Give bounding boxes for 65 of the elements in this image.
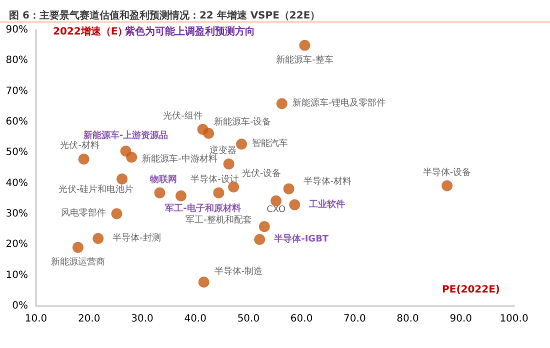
point [213,187,224,198]
data-label: 物联网 [149,174,178,185]
y-tick-label: 70% [6,86,28,97]
point [236,138,248,150]
point [92,233,104,244]
y-tick-label: 40% [6,178,28,189]
data-label: CXO [266,204,286,215]
x-tick-label: 80.0 [396,314,419,324]
y-tick-label: 20% [6,239,28,250]
data-label: 光伏-组件 [163,110,202,122]
data-label: 光伏-硅片和电池片 [58,184,134,196]
y-tick-label: 10% [6,270,28,281]
x-tick-label: 90.0 [450,314,472,324]
data-label: 军工-电子和原材料 [165,202,241,214]
x-tick-label: 70.0 [344,314,366,324]
x-tick-label: 20.0 [78,314,100,324]
data-label: 新能源车-中游材料 [142,153,218,164]
point [154,187,166,198]
data-label: 新能源车-设备 [214,116,272,128]
y-tick-label: 90% [6,24,28,36]
x-axis-title: PE(2022E) [442,284,500,296]
x-tick-label: 100.0 [500,314,528,324]
data-label: 半导体-封测 [112,232,161,244]
x-tick-label: 30.0 [131,314,154,324]
x-tick-label: 50.0 [237,314,260,324]
point [120,146,132,157]
point [223,158,234,170]
y-tick-label: 60% [6,116,28,128]
point [72,242,84,253]
point [289,199,300,210]
data-label: 工业软件 [308,198,346,210]
y-tick-label: 80% [6,55,28,66]
data-label: 新能源车-锂电及零部件 [292,98,386,109]
data-label: 军工-整机和配套 [186,214,252,226]
data-label: 半导体-设备 [422,166,472,178]
point [442,180,453,192]
point [203,128,214,139]
data-label: 智能汽车 [252,138,288,150]
point [258,221,270,232]
y-tick-label: 50% [6,147,28,158]
data-label: 新能源运营商 [50,256,105,268]
data-label: 半导体-制造 [214,266,263,278]
data-label: 新能源车-整车 [276,54,334,66]
data-label: 光伏-设备 [242,168,282,180]
data-label: 光伏-材料 [60,140,100,152]
x-tick-label: 60.0 [290,314,313,324]
data-label: 风电零部件 [61,208,106,219]
point [283,183,294,194]
point [198,276,210,288]
data-label: 新能源车-上游资源品 [82,130,168,142]
point [176,190,186,202]
x-tick-label: 40.0 [184,314,206,324]
data-label: 半导体-IGBT [273,233,330,244]
x-tick-label: 10.0 [24,314,48,324]
y-tick-label: 0% [12,300,28,312]
point [111,208,122,220]
point [116,174,128,185]
data-label: 半导体-材料 [303,176,352,187]
point [254,234,266,245]
point [78,154,90,165]
data-label: 半导体-设计 [190,174,239,185]
y-tick-label: 30% [6,208,28,220]
chart-title: 图 6：主要景气赛道估值和盈利预测情况：22 年增速 VSPE（22E） [9,10,320,22]
point [276,98,288,110]
point [299,40,310,51]
